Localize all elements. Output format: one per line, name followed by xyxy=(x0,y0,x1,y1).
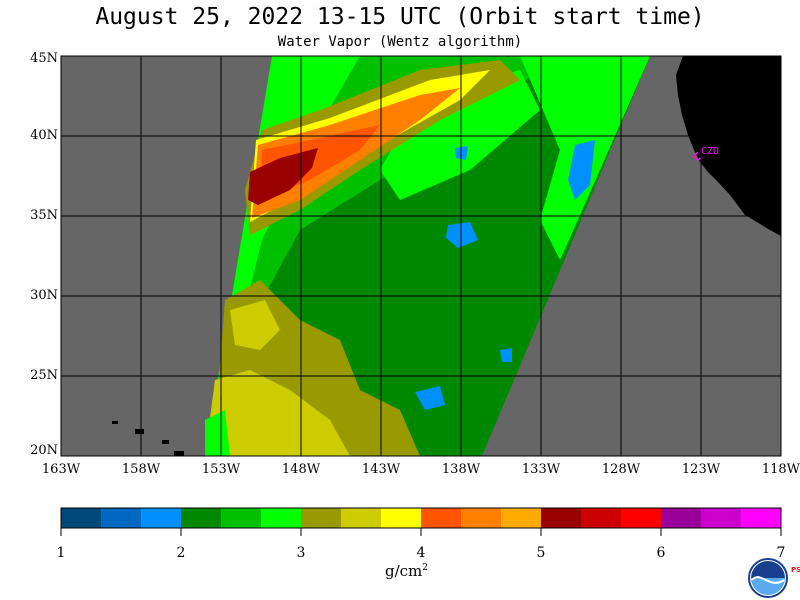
colorbar-swatch xyxy=(741,508,781,528)
x-tick-label: 143W xyxy=(361,462,401,477)
plume-orange xyxy=(252,88,460,218)
colorbar-swatch xyxy=(61,508,101,528)
units-superscript: 2 xyxy=(422,563,429,573)
hawaii-island-2 xyxy=(135,429,144,434)
y-tick-label: 30N xyxy=(30,288,58,303)
x-tick-label: 163W xyxy=(41,462,81,477)
colorbar-swatch xyxy=(541,508,581,528)
colorbar-swatch xyxy=(341,508,381,528)
colorbar-swatch xyxy=(421,508,461,528)
y-tick-label: 25N xyxy=(30,368,58,383)
x-tick-label: 138W xyxy=(441,462,481,477)
south-olive-yellow xyxy=(205,370,350,456)
colorbar xyxy=(60,507,782,529)
station-marker-icon xyxy=(692,151,703,161)
colorbar-swatch xyxy=(261,508,301,528)
units-text: g/cm xyxy=(385,562,423,580)
x-tick-label: 153W xyxy=(201,462,241,477)
dry-spot-4 xyxy=(500,348,512,362)
colorbar-swatch xyxy=(221,508,261,528)
colorbar-swatch xyxy=(101,508,141,528)
y-tick-label: 20N xyxy=(30,443,58,458)
colorbar-label: 4 xyxy=(416,545,426,561)
colorbar-swatch xyxy=(701,508,741,528)
y-tick-label: 35N xyxy=(30,208,58,223)
dry-spot-1 xyxy=(568,140,595,200)
colorbar-swatch xyxy=(181,508,221,528)
page-title: August 25, 2022 13-15 UTC (Orbit start t… xyxy=(95,4,705,30)
colorbar-label: 6 xyxy=(656,545,666,561)
noaa-logo xyxy=(748,558,788,598)
colorbar-units: g/cm2 xyxy=(385,562,428,580)
colorbar-swatch xyxy=(141,508,181,528)
colorbar-label: 2 xyxy=(176,545,186,561)
page-subtitle: Water Vapor (Wentz algorithm) xyxy=(277,34,523,50)
colorbar-swatch xyxy=(501,508,541,528)
colorbar-swatch xyxy=(581,508,621,528)
y-tick-label: 45N xyxy=(30,51,58,66)
hawaii-island-1 xyxy=(112,421,118,424)
colorbar-label: 1 xyxy=(56,545,66,561)
colorbar-swatch xyxy=(381,508,421,528)
x-tick-label: 158W xyxy=(121,462,161,477)
station-label: CZD xyxy=(701,146,720,157)
colorbar-label: 5 xyxy=(536,545,546,561)
x-tick-label: 128W xyxy=(601,462,641,477)
colorbar-label: 3 xyxy=(296,545,306,561)
grid xyxy=(61,56,781,456)
psl-logo-text: PSL xyxy=(791,566,800,574)
y-tick-label: 40N xyxy=(30,128,58,143)
x-tick-label: 148W xyxy=(281,462,321,477)
south-green-patch xyxy=(205,410,230,456)
south-light-olive xyxy=(230,300,280,350)
x-tick-label: 123W xyxy=(681,462,721,477)
land-california xyxy=(676,56,781,236)
colorbar-swatch xyxy=(661,508,701,528)
colorbar-swatch xyxy=(461,508,501,528)
colorbar-ticks xyxy=(60,528,782,536)
colorbar-swatch xyxy=(621,508,661,528)
hawaii-island-3 xyxy=(162,440,169,444)
dry-spot-3 xyxy=(415,386,445,410)
map-frame xyxy=(60,55,782,457)
hawaii-island-4 xyxy=(174,451,184,456)
colorbar-label: 7 xyxy=(776,545,786,561)
x-tick-label: 133W xyxy=(521,462,561,477)
x-tick-label: 118W xyxy=(761,462,800,477)
colorbar-swatch xyxy=(301,508,341,528)
dry-spot-2 xyxy=(446,222,478,248)
